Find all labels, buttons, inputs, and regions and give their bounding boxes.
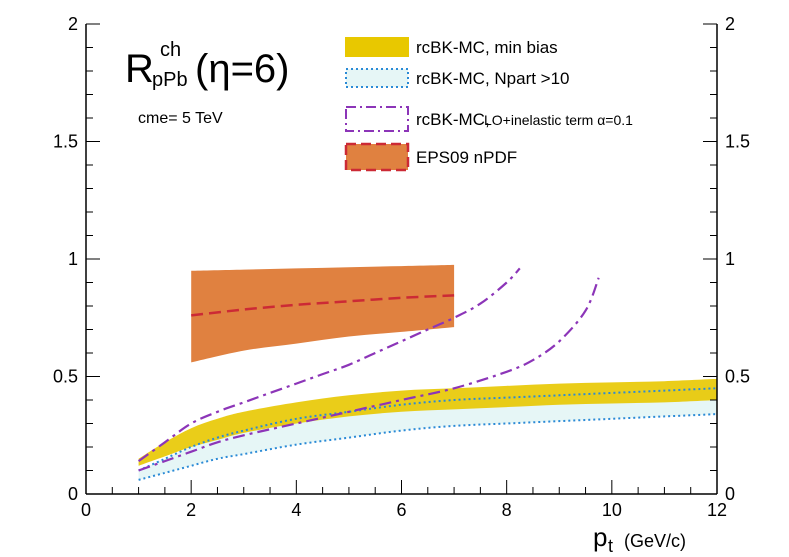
legend-entry-inelastic: rcBK-MC, LO+inelastic term α=0.1 <box>345 106 633 132</box>
title-subscript: pPb <box>152 69 188 91</box>
minbias-band <box>138 378 718 466</box>
npart-upper-line <box>138 387 718 472</box>
legend: rcBK-MC, min bias rcBK-MC, Npart >10 rcB… <box>344 37 633 172</box>
x-tick-label: 10 <box>602 500 622 520</box>
x-tick-label: 4 <box>291 500 301 520</box>
legend-entry-eps09: EPS09 nPDF <box>344 142 517 172</box>
inelastic-curve-1 <box>137 267 521 462</box>
legend-swatch-inelastic <box>345 106 409 132</box>
tick-labels: 0 2 4 6 8 10 120 00.5 0.51 11.5 1.52 2 <box>53 14 750 520</box>
legend-label-inelastic-detail: LO+inelastic term α=0.1 <box>484 112 633 128</box>
npart-lower-line <box>138 413 718 481</box>
eps09-band <box>191 264 455 363</box>
y-tick-label-left: 2 <box>68 14 78 34</box>
npart-band-fill <box>138 388 718 480</box>
x-tick-label: 6 <box>396 500 406 520</box>
xlabel-units: (GeV/c) <box>624 531 686 551</box>
y-tick-label-left: 1 <box>68 249 78 269</box>
y-tick-label-left: 0 <box>68 484 78 504</box>
y-tick-label-right: 1 <box>725 249 735 269</box>
cme-annotation: cme= 5 TeV <box>138 110 223 127</box>
legend-swatch-npart <box>345 68 409 88</box>
xlabel-subscript: t <box>608 536 613 556</box>
inelastic-curve-2 <box>138 277 600 472</box>
x-axis-label: p t (GeV/c) <box>593 522 686 556</box>
title-suffix: (η=6) <box>195 47 290 91</box>
x-tick-label: 2 <box>186 500 196 520</box>
x-tick-label: 12 <box>707 500 727 520</box>
x-tick-label: 8 <box>502 500 512 520</box>
y-tick-label-right: 0 <box>725 484 735 504</box>
legend-swatch-minbias <box>345 37 409 57</box>
y-tick-label-right: 0.5 <box>725 367 750 387</box>
axes <box>85 23 718 495</box>
x-tick-label: 0 <box>81 500 91 520</box>
xlabel-symbol: p <box>593 522 607 552</box>
y-tick-label-left: 1.5 <box>53 132 78 152</box>
legend-label-minbias: rcBK-MC, min bias <box>416 38 558 57</box>
legend-label-eps09: EPS09 nPDF <box>416 148 517 167</box>
legend-label-npart: rcBK-MC, Npart >10 <box>416 69 570 88</box>
title-main: R <box>125 47 154 91</box>
legend-label-inelastic: rcBK-MC, <box>416 110 490 129</box>
eps09-central-line <box>191 294 455 317</box>
y-tick-label-right: 1.5 <box>725 132 750 152</box>
legend-entry-minbias: rcBK-MC, min bias <box>345 37 558 57</box>
legend-entry-npart: rcBK-MC, Npart >10 <box>345 68 570 88</box>
y-tick-label-left: 0.5 <box>53 367 78 387</box>
chart-title: R ch pPb (η=6) <box>125 39 290 91</box>
y-tick-label-right: 2 <box>725 14 735 34</box>
title-superscript: ch <box>160 39 181 61</box>
plot-area <box>137 264 718 481</box>
legend-swatch-eps09 <box>344 142 410 172</box>
